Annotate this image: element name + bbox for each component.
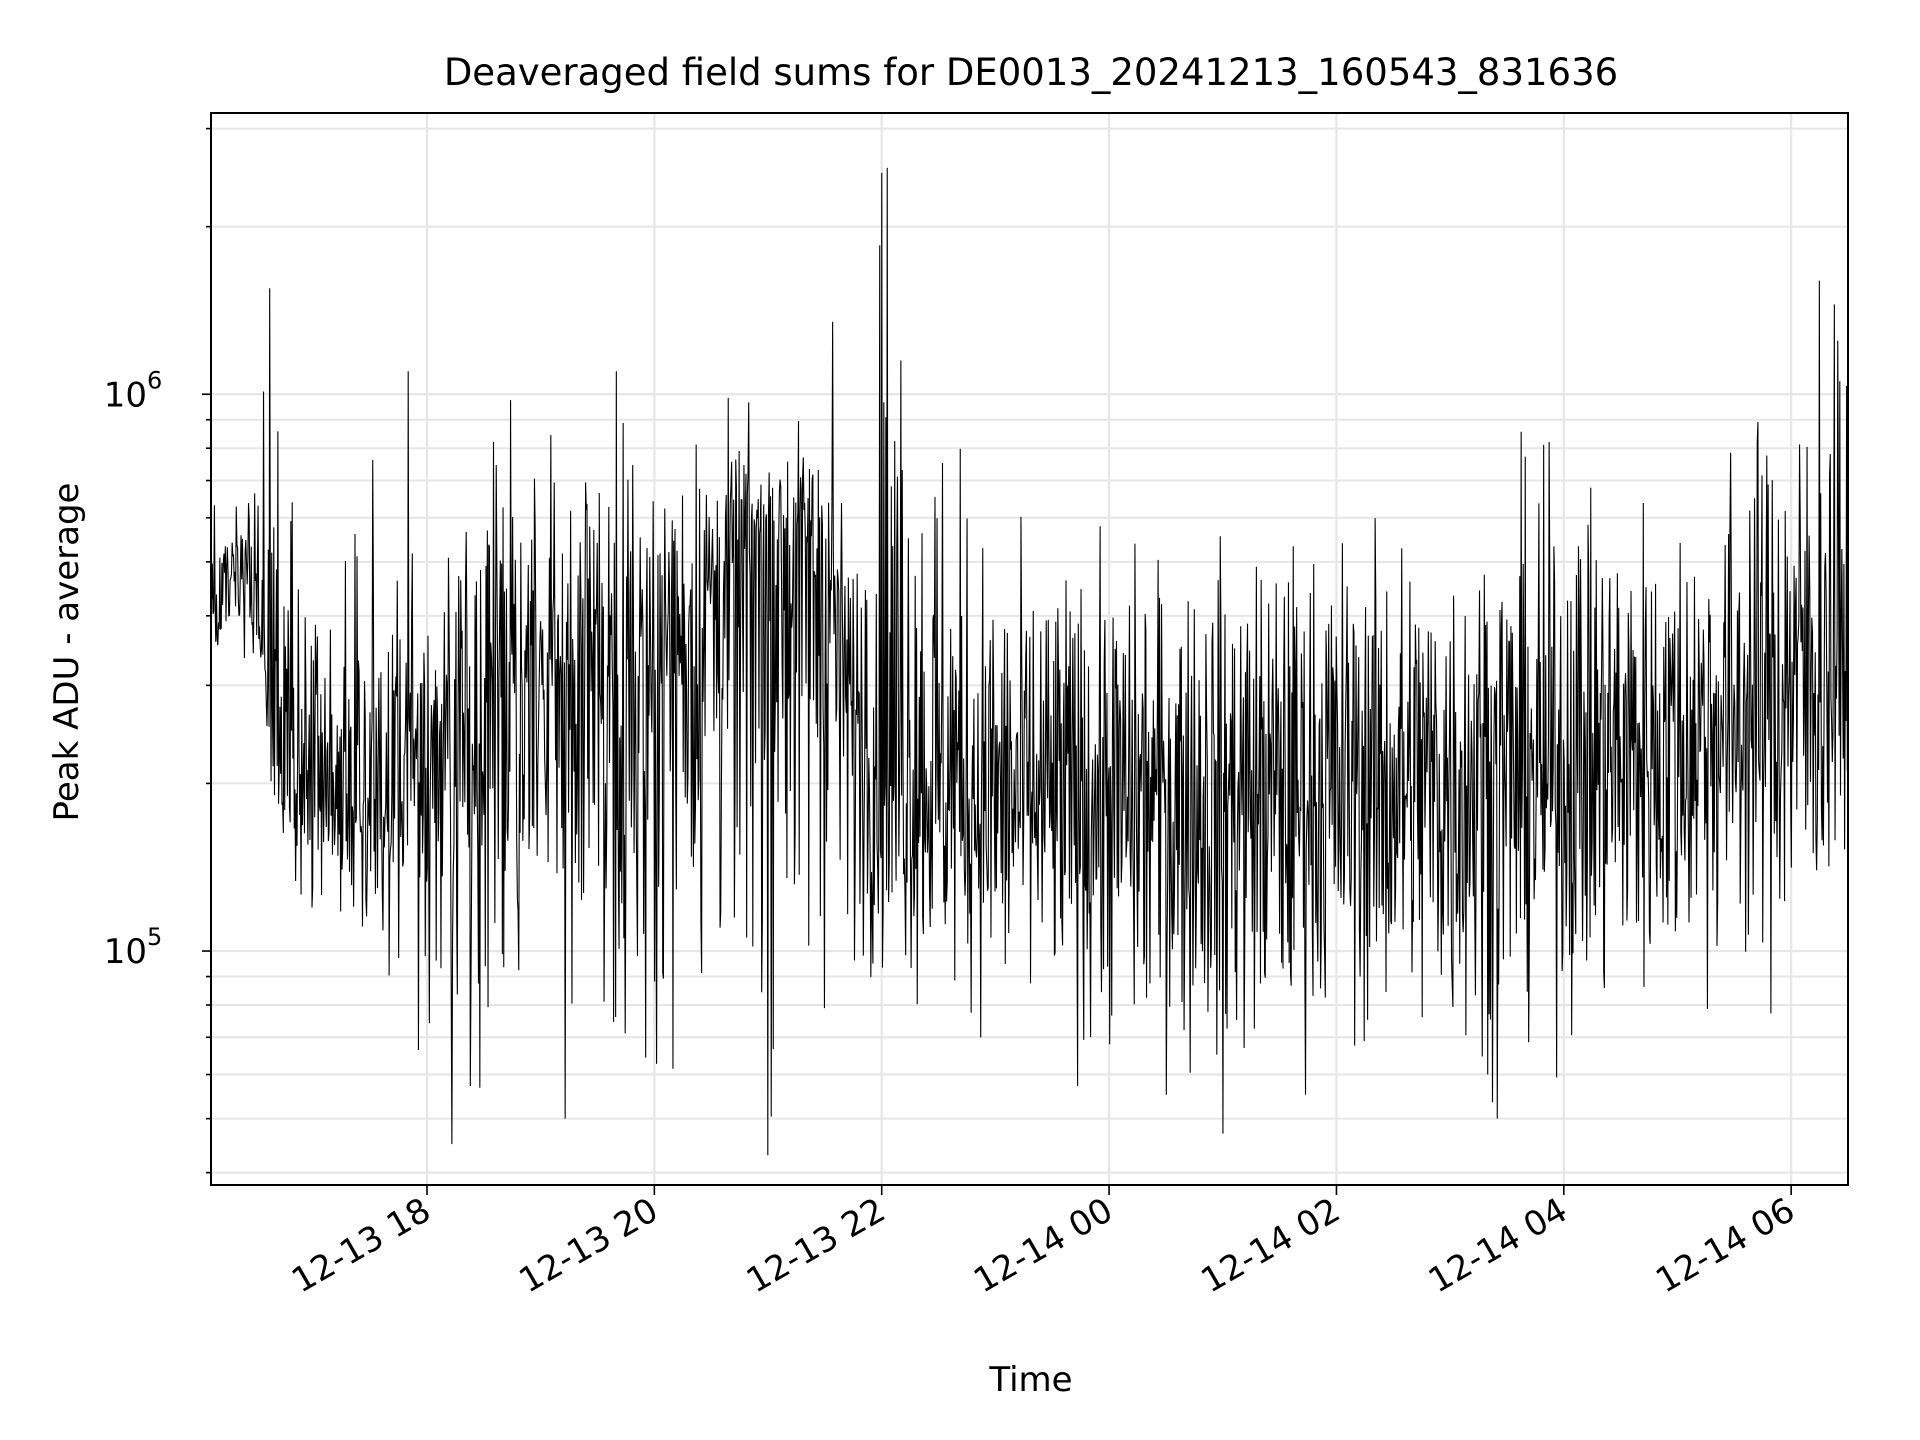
series-line [210, 167, 1849, 1156]
chart-title: Deaveraged field sums for DE0013_2024121… [444, 51, 1618, 94]
y-axis-label: Peak ADU - average [47, 483, 87, 822]
x-axis-label: Time [988, 1360, 1072, 1400]
plot-frame [210, 112, 1849, 1186]
y-tick-label: 10 [104, 375, 147, 415]
y-tick-label-exponent: 5 [147, 923, 162, 951]
y-tick-label-exponent: 6 [147, 366, 162, 394]
series-layer [210, 167, 1849, 1156]
y-tick-label: 10 [104, 932, 147, 972]
